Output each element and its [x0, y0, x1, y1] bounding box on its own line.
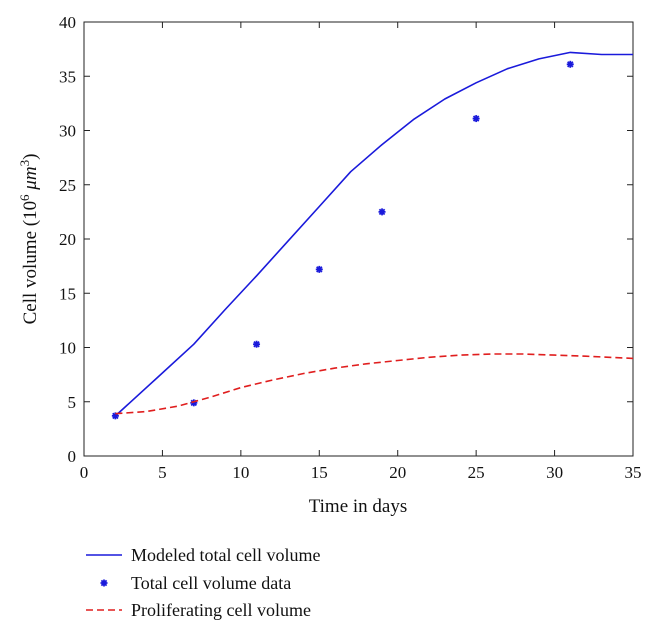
y-axis-label: Cell volume (106 μm3)	[17, 154, 41, 325]
y-tick-label: 5	[68, 393, 77, 412]
y-tick-label: 40	[59, 13, 76, 32]
x-tick-label: 35	[625, 463, 642, 482]
data-point-total-volume	[378, 208, 386, 216]
y-tick-label: 35	[59, 67, 76, 86]
y-axis-ticks: 0 5 10 15 20 25 30 35 40	[59, 13, 633, 466]
x-tick-label: 25	[468, 463, 485, 482]
y-tick-label: 10	[59, 339, 76, 358]
y-tick-label: 20	[59, 230, 76, 249]
data-point-total-volume	[315, 265, 323, 273]
data-point-total-volume	[566, 60, 574, 68]
legend-label-proliferating: Proliferating cell volume	[131, 600, 311, 620]
x-tick-label: 10	[232, 463, 249, 482]
x-axis-label: Time in days	[309, 496, 408, 517]
series-layer	[111, 51, 634, 420]
x-tick-label: 0	[80, 463, 89, 482]
legend-swatch-data-marker	[100, 579, 108, 587]
data-point-total-volume	[472, 115, 480, 123]
y-tick-label: 25	[59, 176, 76, 195]
series-line-modeled-total	[114, 51, 633, 417]
y-tick-label: 15	[59, 284, 76, 303]
data-point-total-volume	[253, 340, 261, 348]
x-axis-ticks: 0 5 10 15 20 25 30 35	[80, 22, 642, 482]
series-line-proliferating	[115, 353, 634, 415]
legend-label-data: Total cell volume data	[131, 573, 291, 593]
y-tick-label: 0	[68, 447, 77, 466]
plot-frame	[83, 21, 634, 457]
legend-label-modeled-total: Modeled total cell volume	[131, 545, 320, 565]
legend: Modeled total cell volume Total cell vol…	[86, 545, 320, 620]
x-tick-label: 30	[546, 463, 563, 482]
x-tick-label: 20	[389, 463, 406, 482]
x-tick-label: 15	[311, 463, 328, 482]
x-tick-label: 5	[158, 463, 167, 482]
y-tick-label: 30	[59, 122, 76, 141]
